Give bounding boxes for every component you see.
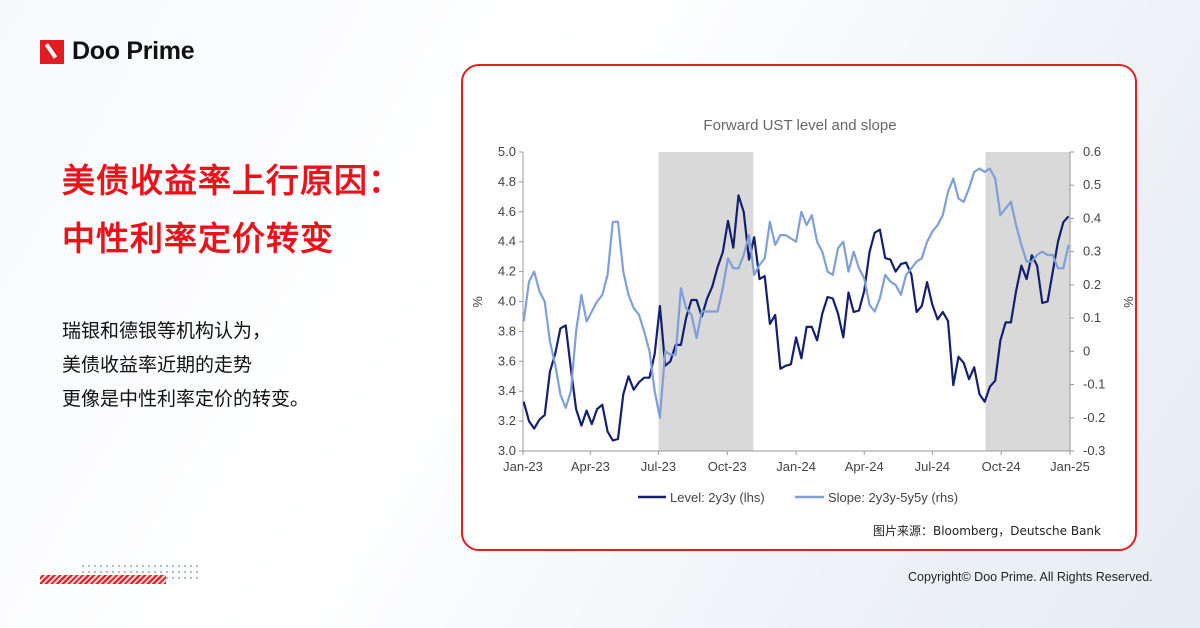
y-tick-label-right: 0.5 bbox=[1083, 177, 1101, 192]
y-tick-label-right: -0.1 bbox=[1083, 377, 1105, 392]
y-tick-label-left: 3.4 bbox=[498, 383, 516, 398]
decorative-stripes bbox=[40, 575, 166, 584]
y-tick-label-left: 5.0 bbox=[498, 144, 516, 159]
series-line-slope bbox=[522, 167, 1070, 419]
y-tick-label-right: 0.3 bbox=[1083, 244, 1101, 259]
x-tick-label: Jan-23 bbox=[503, 459, 543, 474]
series-lines bbox=[522, 167, 1070, 442]
y-tick-label-left: 4.2 bbox=[498, 264, 516, 279]
y-tick-label-right: -0.2 bbox=[1083, 410, 1105, 425]
y-axis-left-label: % bbox=[470, 296, 485, 308]
headline-line-1: 美债收益率上行原因： bbox=[62, 161, 402, 200]
axes: 3.0 3.2 3.4 3.6 3.8 4.0 4.2 4.4 4.6 4.8 5.0 -0.3 -0.… bbox=[498, 144, 1105, 474]
legend-label-level: Level: 2y3y (lhs) bbox=[670, 490, 765, 505]
brand-name: Doo Prime bbox=[72, 37, 195, 65]
legend-label-slope: Slope: 2y3y-5y5y (rhs) bbox=[828, 490, 958, 505]
x-tick-label: Apr-24 bbox=[845, 459, 884, 474]
y-tick-label-right: 0.4 bbox=[1083, 210, 1101, 225]
body-line-1: 瑞银和德银等机构认为， bbox=[62, 320, 272, 342]
x-tick-label: Jul-23 bbox=[641, 459, 676, 474]
y-tick-label-right: 0.6 bbox=[1083, 144, 1101, 159]
x-tick-label: Jan-25 bbox=[1050, 459, 1090, 474]
legend: Level: 2y3y (lhs) Slope: 2y3y-5y5y (rhs) bbox=[638, 490, 958, 505]
y-tick-label-right: 0.2 bbox=[1083, 277, 1101, 292]
body-text: 瑞银和德银等机构认为， 美债收益率近期的走势 更像是中性利率定价的转变。 bbox=[62, 314, 309, 416]
body-line-3: 更像是中性利率定价的转变。 bbox=[62, 388, 310, 410]
x-tick-label: Oct-24 bbox=[982, 459, 1021, 474]
chart-title: Forward UST level and slope bbox=[703, 117, 896, 134]
x-tick-label: Apr-23 bbox=[571, 459, 610, 474]
logo-mark-icon bbox=[40, 39, 64, 64]
headline-line-2: 中性利率定价转变 bbox=[62, 219, 334, 258]
brand-logo: Doo Prime bbox=[40, 37, 195, 66]
y-tick-label-left: 3.8 bbox=[498, 323, 516, 338]
body-line-2: 美债收益率近期的走势 bbox=[62, 354, 253, 376]
y-tick-label-right: -0.3 bbox=[1083, 443, 1105, 458]
y-axis-right-label: % bbox=[1121, 296, 1136, 308]
x-tick-label: Oct-23 bbox=[708, 459, 747, 474]
x-tick-label: Jan-24 bbox=[776, 459, 816, 474]
y-tick-label-left: 4.0 bbox=[498, 294, 516, 309]
y-tick-label-left: 3.6 bbox=[498, 353, 516, 368]
y-tick-label-left: 4.6 bbox=[498, 204, 516, 219]
headline: 美债收益率上行原因： 中性利率定价转变 bbox=[62, 152, 402, 268]
y-tick-label-left: 4.4 bbox=[498, 234, 516, 249]
y-tick-label-left: 3.2 bbox=[498, 413, 516, 428]
y-tick-label-left: 4.8 bbox=[498, 174, 516, 189]
copyright: Copyright© Doo Prime. All Rights Reserve… bbox=[908, 570, 1153, 584]
y-tick-label-right: 0.1 bbox=[1083, 310, 1101, 325]
y-tick-label-right: 0 bbox=[1083, 343, 1090, 358]
y-tick-label-left: 3.0 bbox=[498, 443, 516, 458]
series-line-level bbox=[522, 194, 1070, 442]
x-tick-label: Jul-24 bbox=[915, 459, 950, 474]
chart-source: 图片来源：Bloomberg，Deutsche Bank bbox=[872, 524, 1101, 538]
